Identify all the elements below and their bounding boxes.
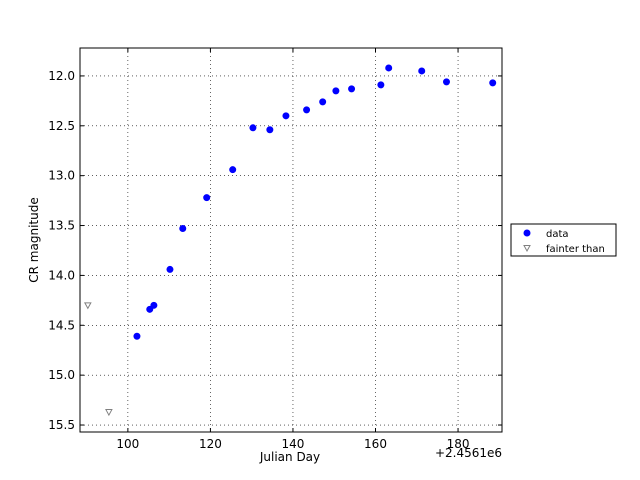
offset-text: +2.4561e6 bbox=[435, 446, 502, 460]
marker bbox=[133, 332, 141, 340]
y-tick-label: 14.0 bbox=[48, 268, 75, 282]
marker bbox=[319, 98, 327, 106]
y-tick-label: 13.5 bbox=[48, 219, 75, 233]
x-axis-label: Julian Day bbox=[259, 450, 320, 464]
marker bbox=[266, 126, 274, 134]
marker bbox=[377, 81, 385, 89]
marker bbox=[332, 87, 340, 95]
marker bbox=[179, 225, 187, 233]
marker bbox=[303, 106, 311, 114]
legend-marker bbox=[523, 245, 531, 253]
y-tick-label: 14.5 bbox=[48, 318, 75, 332]
y-tick-label: 15.0 bbox=[48, 368, 75, 382]
marker bbox=[203, 194, 211, 202]
x-tick-label: 100 bbox=[116, 437, 139, 451]
legend bbox=[510, 223, 617, 257]
legend-marker bbox=[523, 229, 531, 237]
y-axis-label: CR magnitude bbox=[27, 197, 41, 282]
marker bbox=[249, 124, 257, 132]
y-tick-label: 13.0 bbox=[48, 169, 75, 183]
plot-frame bbox=[79, 47, 503, 433]
marker bbox=[150, 301, 158, 309]
legend-label: fainter than bbox=[546, 244, 605, 255]
x-tick-label: 160 bbox=[364, 437, 387, 451]
x-tick-label: 120 bbox=[199, 437, 222, 451]
marker bbox=[489, 79, 497, 87]
y-tick-label: 15.5 bbox=[48, 418, 75, 432]
y-tick-label: 12.0 bbox=[48, 69, 75, 83]
x-tick-label: 180 bbox=[447, 437, 470, 451]
marker bbox=[348, 85, 356, 93]
marker bbox=[442, 78, 450, 86]
y-tick-label: 12.5 bbox=[48, 119, 75, 133]
marker bbox=[385, 64, 393, 72]
marker bbox=[146, 305, 154, 313]
marker bbox=[418, 67, 426, 75]
x-tick-label: 140 bbox=[282, 437, 305, 451]
marker bbox=[229, 166, 237, 174]
marker bbox=[282, 112, 290, 120]
legend-label: data bbox=[546, 229, 569, 240]
marker bbox=[166, 265, 174, 273]
marker bbox=[105, 409, 113, 417]
marker bbox=[83, 302, 92, 310]
